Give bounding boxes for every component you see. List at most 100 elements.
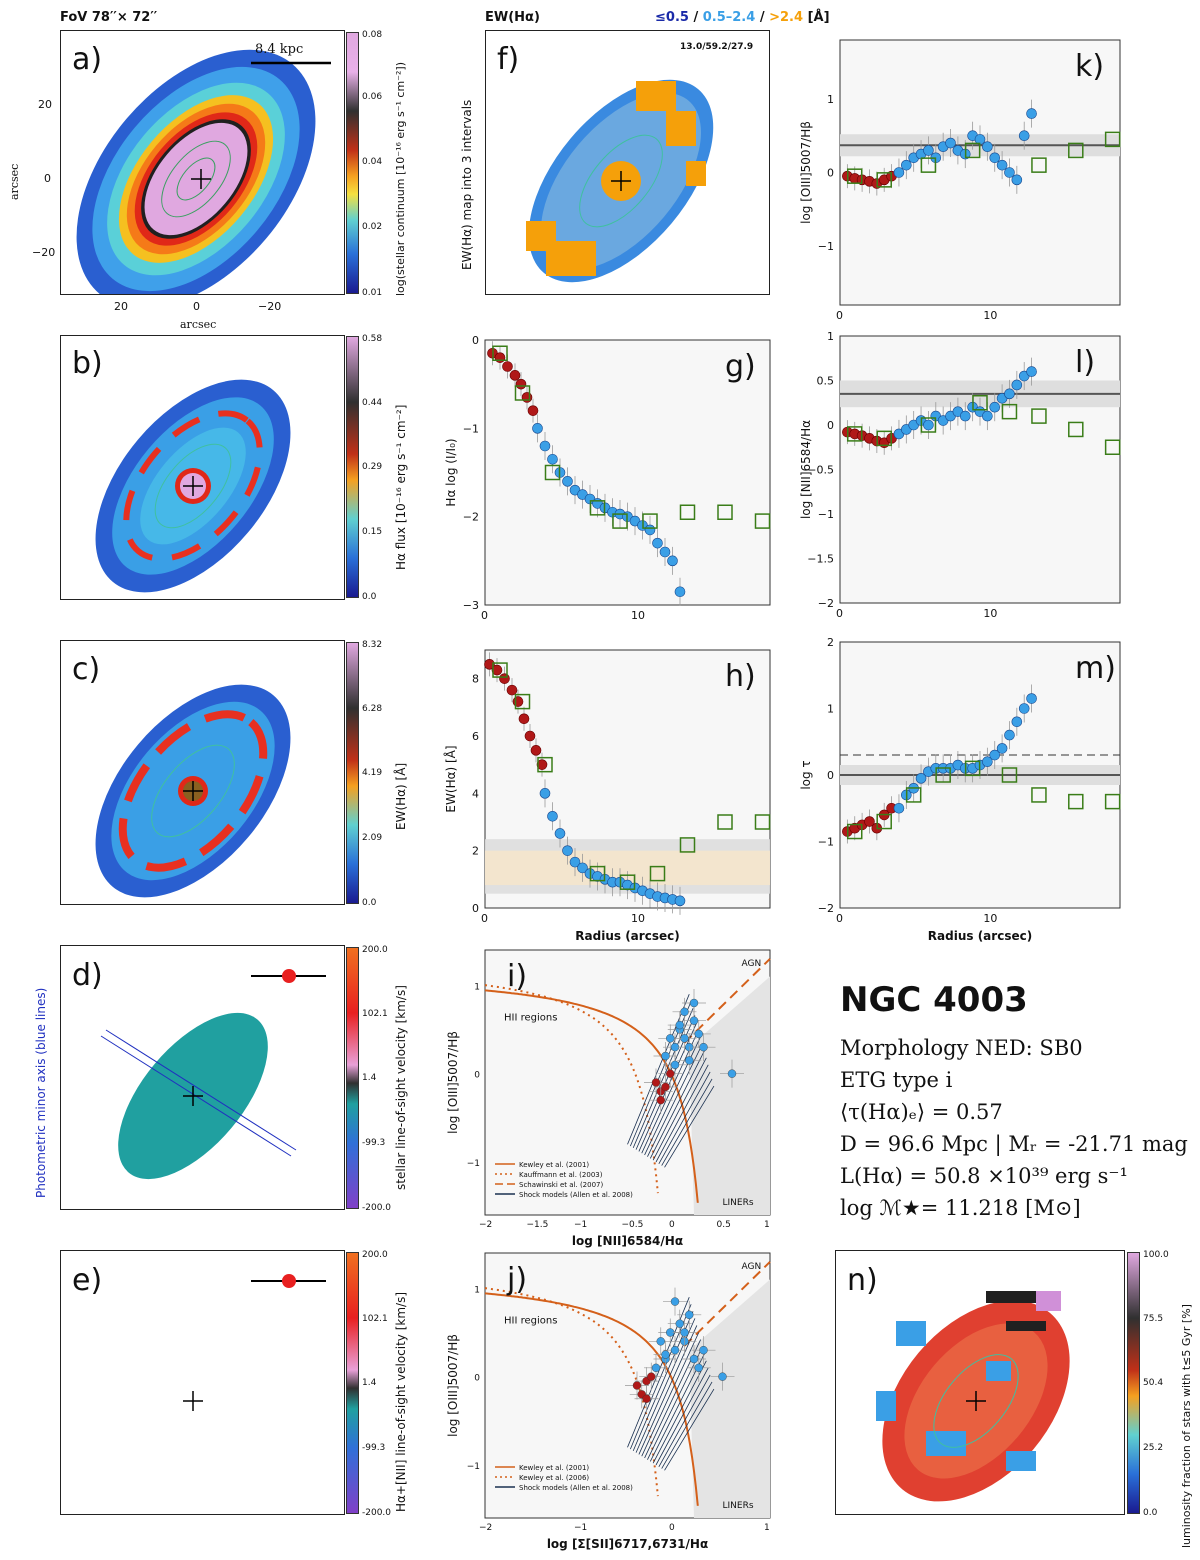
bpt-point: [670, 1345, 680, 1355]
panel-b-letter: b): [72, 346, 103, 381]
inner-spaxel-point: [527, 405, 539, 416]
kauffmann-curve: [484, 1287, 659, 1497]
panel-b-cbar-label: Hα flux [10⁻¹⁶ erg s⁻¹ cm⁻²]: [394, 404, 408, 570]
ew-sep-1: /: [693, 10, 699, 25]
shock-model-line: [661, 1381, 713, 1469]
panel-e-letter: e): [72, 1263, 103, 1298]
y-tick-label: 2: [827, 636, 834, 649]
plots-ij: AGN HII regions LINERs Kewley et al. (2001)…: [446, 949, 771, 1551]
bpt-point: [694, 1029, 703, 1039]
bpt-point: [685, 1056, 694, 1065]
y-tick-label: 1: [827, 330, 834, 343]
inner-bpt-point: [647, 1372, 656, 1381]
x-axis-label: Radius (arcsec): [928, 929, 1032, 943]
y-tick-label: 0.5: [817, 375, 835, 388]
spaxel-point: [893, 167, 905, 178]
radial-bin-point: [935, 767, 951, 783]
cbar-e-tick: -200.0: [362, 1508, 392, 1518]
spaxel-point: [923, 145, 934, 156]
inner-bpt-point: [661, 1082, 670, 1092]
radial-bin-point: [1104, 793, 1121, 810]
spaxel-point: [996, 159, 1008, 171]
panel-c-colorbar: [346, 642, 359, 904]
radial-bin-point: [1068, 793, 1084, 810]
x-tick-label: 10: [631, 912, 645, 925]
panel-a-colorbar: [346, 32, 359, 294]
y-tick-label: −2: [463, 511, 479, 524]
panel-letter-g: g): [725, 349, 756, 384]
panel-a-ytick: −20: [32, 246, 56, 259]
shock-model-line: [649, 1050, 705, 1159]
x-tick-label: 0: [669, 1220, 675, 1230]
x-tick-label: 0.5: [717, 1220, 731, 1230]
x-axis-label: Radius (arcsec): [575, 929, 679, 943]
spaxel-point: [547, 453, 558, 465]
inner-spaxel-point: [524, 730, 536, 742]
x-tick-label: −1: [574, 1220, 587, 1230]
bpt-point: [670, 1297, 680, 1306]
spaxel-point: [1026, 108, 1037, 119]
cbar-e-tick: 1.4: [362, 1378, 377, 1388]
panel-a-xlabel: arcsec: [180, 318, 217, 331]
spaxel-point: [554, 828, 566, 839]
y-tick-label: 0: [472, 902, 479, 915]
radial-bin-point: [589, 500, 606, 516]
bpt-point: [689, 1354, 699, 1364]
radial-bin-point: [492, 662, 508, 678]
legend-entry: Kewley et al. (2006): [519, 1474, 589, 1482]
stellar-continuum-map: [61, 31, 344, 294]
legend-entry: Schawinski et al. (2007): [519, 1181, 604, 1189]
ew-halpha-map: [95, 684, 291, 898]
ew-unit: [Å]: [807, 10, 830, 25]
radial-bin-point: [846, 823, 863, 840]
panel-f-ylabel: EW(Hα) map into 3 intervals: [460, 99, 474, 270]
cbar-c-tick: 6.28: [362, 704, 383, 714]
plots-gh: 0 10 0 −1 −2 −3 g) Hα log (I/I₀) 0 10 0 2 4 6 8 h) Radiu…: [443, 334, 771, 943]
liners-label: LINERs: [723, 1501, 754, 1511]
x-tick-label: 1: [764, 1523, 770, 1533]
y-tick-label: 0: [827, 769, 834, 782]
x-tick-label: 0: [669, 1523, 675, 1533]
radial-bin-point: [754, 513, 771, 529]
bpt-point: [680, 1007, 689, 1017]
x-tick-label: 0: [836, 912, 843, 925]
shock-model-line: [627, 994, 690, 1145]
spaxel-point: [996, 743, 1008, 754]
spaxel-point: [901, 159, 912, 171]
spaxel-point: [989, 152, 1001, 164]
panel-e-map: [60, 1250, 345, 1515]
x-tick-label: 10: [983, 607, 997, 620]
cbar-b-tick: 0.44: [362, 398, 383, 408]
bpt-point: [675, 1319, 684, 1328]
cbar-n-tick: 100.0: [1143, 1250, 1169, 1260]
x-tick-label: 10: [631, 609, 645, 622]
x-tick-label: 0: [836, 607, 843, 620]
spaxel-point: [989, 401, 1001, 413]
y-axis-label: Hα log (I/I₀): [444, 438, 458, 506]
shock-model-line: [652, 1057, 707, 1161]
bpt-point: [699, 1042, 708, 1052]
cbar-b-tick: 0.0: [362, 592, 377, 602]
spaxel-point: [1018, 130, 1030, 141]
y-tick-label: −1: [818, 508, 834, 521]
cbar-d-tick: 200.0: [362, 945, 388, 955]
panel-e-cbar-label: Hα+[NII] line-of-sight velocity [km/s]: [394, 1291, 408, 1512]
spaxel-point: [915, 773, 927, 784]
shock-model-line: [655, 1367, 709, 1466]
radial-bin-point: [514, 693, 531, 710]
inner-spaxel-point: [864, 816, 875, 827]
panel-b-map: [60, 335, 345, 600]
spaxel-point: [893, 802, 905, 814]
spaxel-point: [674, 586, 686, 598]
radial-bin-point: [642, 513, 658, 529]
inner-spaxel-point: [521, 392, 533, 403]
x-tick-label: 0: [481, 912, 488, 925]
panel-a-cbar-label: log(stellar continuum [10⁻¹⁶ erg s⁻¹ cm⁻…: [394, 62, 407, 296]
etg-type: ETG type i: [840, 1068, 953, 1092]
y-axis-label: log [OIII]5007/Hβ: [799, 121, 813, 224]
panel-a-xtick: 20: [114, 300, 128, 313]
liners-label: LINERs: [723, 1198, 754, 1208]
radial-bin-point: [1068, 421, 1084, 438]
bpt-point: [694, 1363, 703, 1373]
x-tick-label: −2: [479, 1220, 492, 1230]
